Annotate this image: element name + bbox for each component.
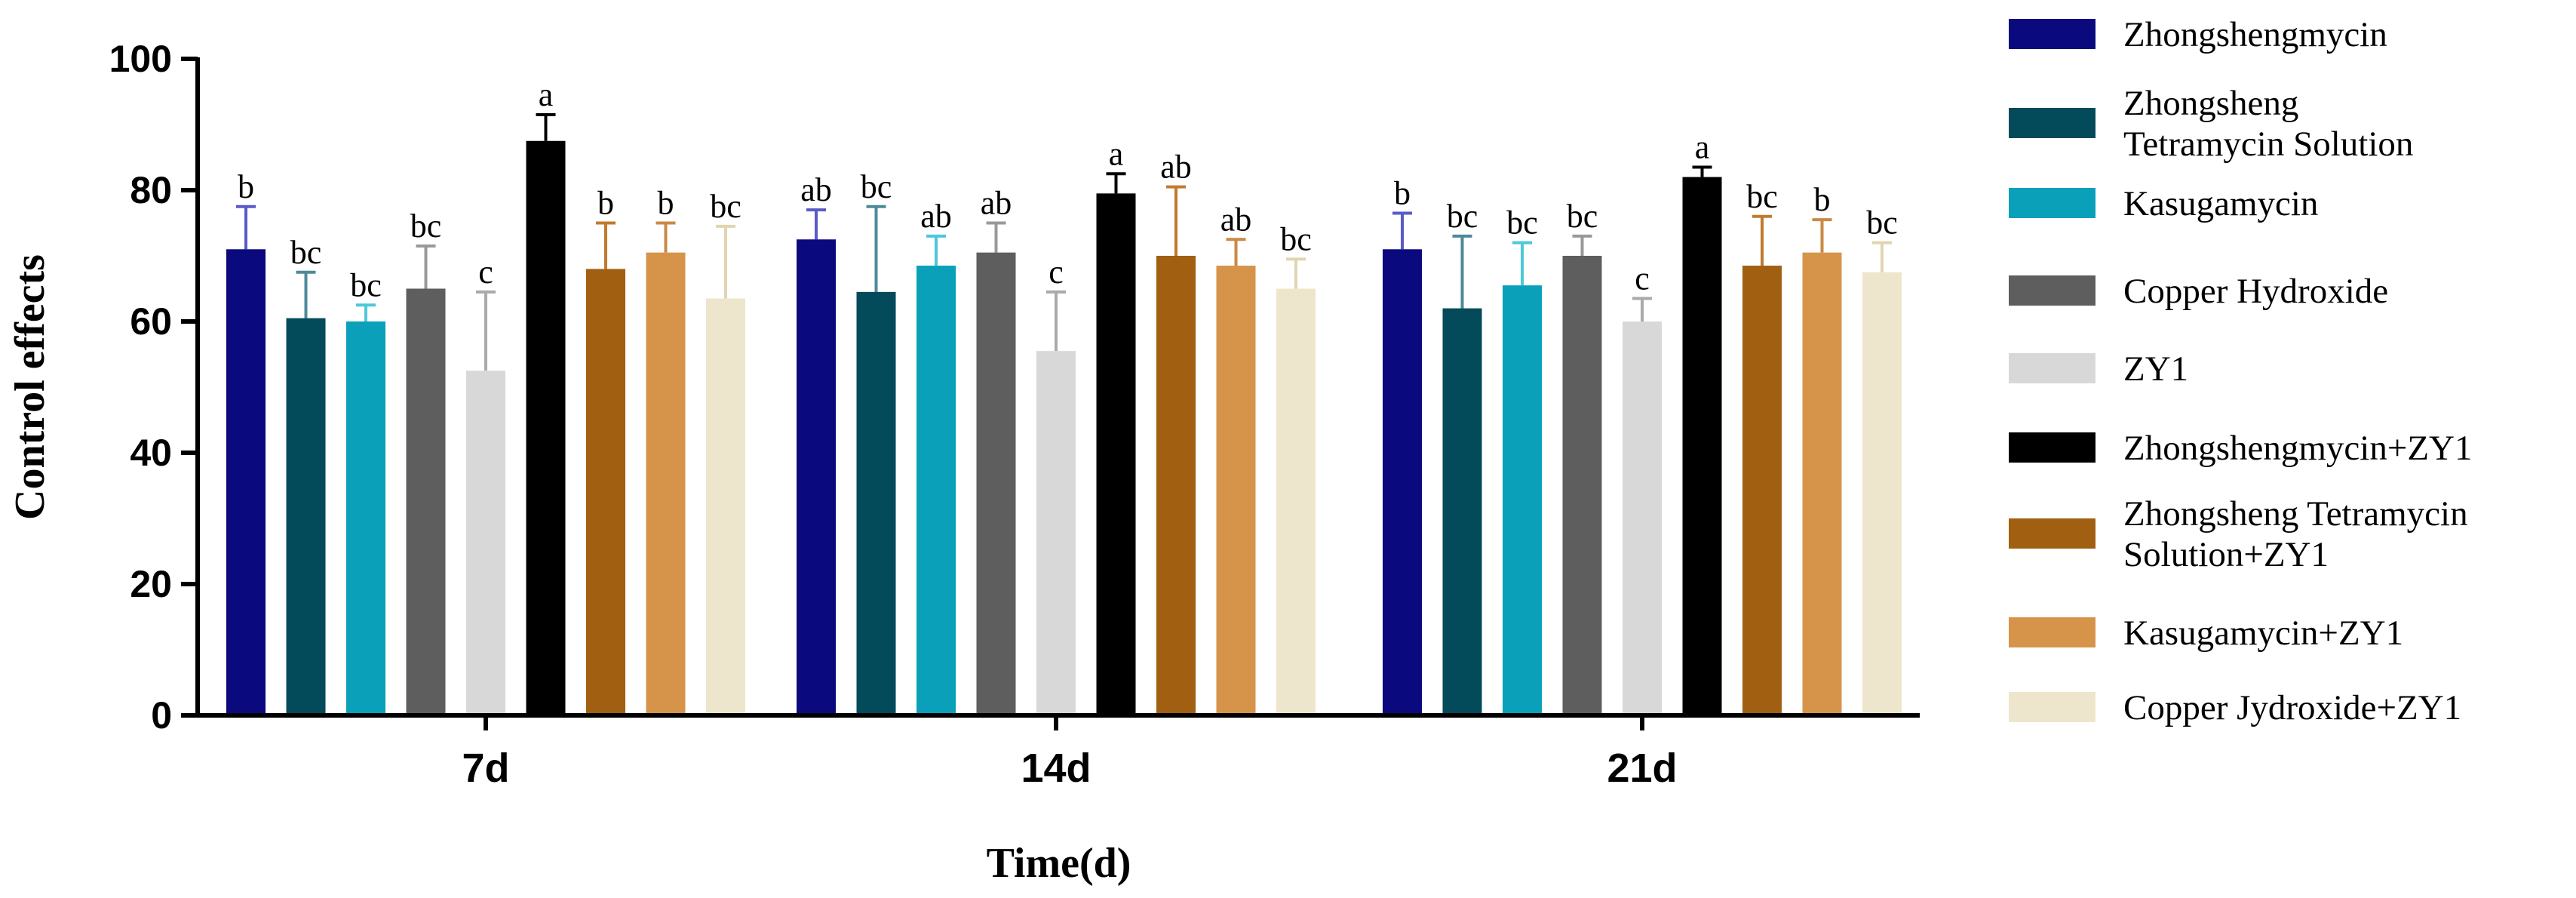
bar-5-21d [1623,321,1662,715]
legend-swatch-4 [2009,275,2095,306]
legend-swatch-6 [2009,432,2095,463]
bar-5-14d [1036,351,1076,715]
bar-1-21d [1383,249,1422,715]
bar-3-14d [916,266,956,715]
bar-7-21d [1742,266,1782,715]
bar-6-21d [1682,177,1722,716]
bar-3-21d [1503,285,1542,715]
significance-label-9-21d: bc [1866,205,1898,241]
y-tick-label-0: 0 [151,694,172,737]
y-tick-label-60: 60 [130,300,172,343]
bar-4-14d [976,252,1016,715]
significance-label-7-14d: ab [1160,149,1192,186]
y-axis-title: Control effects [7,254,54,520]
x-tick-label-21d: 21d [1607,746,1677,791]
bar-1-14d [797,239,836,715]
bar-4-7d [406,288,446,715]
significance-label-8-14d: ab [1220,201,1252,238]
legend-label-7: Zhongsheng Tetramycin Solution+ZY1 [2123,494,2468,574]
legend: Zhongshengmycin Zhongsheng Tetramycin Solu… [2009,15,2473,727]
bar-9-14d [1276,288,1316,715]
legend-swatch-7 [2009,518,2095,549]
significance-label-6-14d: a [1109,135,1124,172]
legend-label-6: Zhongshengmycin+ZY1 [2123,429,2473,468]
significance-label-9-7d: bc [710,188,741,225]
bar-7-14d [1156,256,1196,715]
bar-4-21d [1562,256,1602,715]
bar-6-14d [1096,193,1136,716]
bar-8-21d [1802,252,1842,715]
significance-label-8-7d: b [658,185,674,222]
significance-label-5-7d: c [478,254,493,291]
bar-5-7d [466,371,505,715]
significance-label-1-7d: b [238,168,254,205]
significance-label-6-21d: a [1695,129,1710,166]
legend-label-4: Copper Hydroxide [2123,272,2388,311]
significance-label-3-21d: bc [1506,205,1538,241]
legend-label-3: Kasugamycin [2123,184,2318,223]
bar-6-7d [526,140,566,715]
x-tick-label-7d: 7d [462,746,509,791]
legend-swatch-3 [2009,188,2095,218]
legend-swatch-5 [2009,353,2095,383]
y-tick-label-80: 80 [130,169,172,211]
significance-label-2-7d: bc [290,234,322,271]
significance-label-2-21d: bc [1447,198,1478,235]
bar-2-21d [1442,308,1482,716]
bar-2-14d [856,291,896,716]
significance-label-9-14d: bc [1280,220,1312,257]
bar-9-21d [1862,272,1902,715]
significance-label-2-14d: bc [861,168,892,205]
bar-3-7d [346,321,385,715]
legend-swatch-9 [2009,692,2095,722]
x-tick-label-14d: 14d [1021,746,1091,791]
significance-label-3-14d: ab [920,198,952,235]
bar-2-7d [286,318,326,715]
significance-label-5-14d: c [1049,254,1064,291]
legend-label-8: Kasugamycin+ZY1 [2123,614,2403,653]
significance-label-5-21d: c [1635,260,1650,297]
legend-swatch-8 [2009,617,2095,647]
significance-label-4-14d: ab [981,185,1012,222]
legend-label-1: Zhongshengmycin [2123,15,2387,54]
bar-8-14d [1216,266,1256,715]
significance-label-4-7d: bc [410,208,442,244]
legend-swatch-1 [2009,19,2095,49]
legend-swatch-2 [2009,108,2095,138]
legend-label-5: ZY1 [2123,349,2188,389]
bar-1-7d [226,249,266,715]
legend-label-2: Zhongsheng Tetramycin Solution [2123,84,2413,164]
significance-label-6-7d: a [539,76,554,113]
x-axis-title: Time(d) [987,840,1131,887]
legend-label-9: Copper Jydroxide+ZY1 [2123,688,2461,727]
significance-label-1-14d: ab [800,171,832,208]
y-tick-label-100: 100 [109,38,172,80]
bar-7-7d [586,269,625,715]
significance-label-8-21d: b [1814,181,1831,218]
significance-label-7-7d: b [597,185,614,222]
significance-label-3-7d: bc [350,266,382,303]
significance-label-1-21d: b [1394,174,1411,211]
bar-9-7d [706,298,745,715]
y-tick-label-20: 20 [130,563,172,605]
y-tick-label-40: 40 [130,432,172,474]
significance-label-7-21d: bc [1746,178,1778,215]
bar-8-7d [646,252,686,715]
significance-label-4-21d: bc [1567,198,1598,235]
